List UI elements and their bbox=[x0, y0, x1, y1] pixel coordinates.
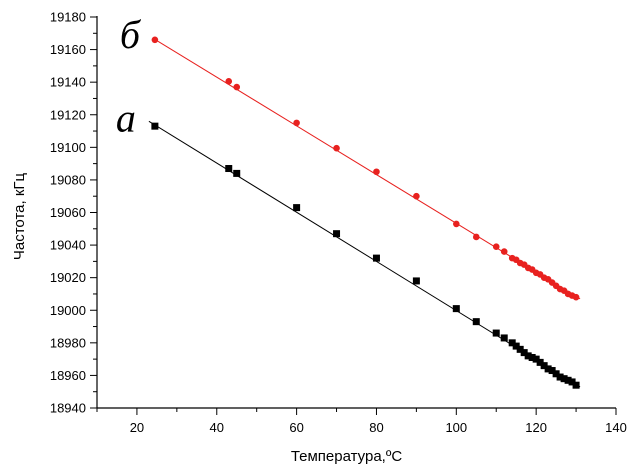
y-tick-label: 19180 bbox=[50, 10, 86, 25]
data-point bbox=[520, 349, 528, 357]
data-point bbox=[233, 83, 241, 91]
data-point bbox=[524, 352, 532, 360]
data-point bbox=[540, 362, 548, 370]
data-point bbox=[500, 334, 508, 342]
x-tick-label: 100 bbox=[445, 420, 467, 435]
x-tick-label: 40 bbox=[210, 420, 224, 435]
data-point bbox=[516, 345, 524, 353]
data-point bbox=[472, 233, 480, 241]
x-ticks: 20 40 60 80 100 120 140 bbox=[96, 408, 627, 435]
data-point bbox=[233, 169, 241, 177]
y-ticks: 18940 18960 18980 19000 19020 19040 19060 19080… bbox=[50, 10, 97, 416]
series-labels: ба bbox=[116, 12, 142, 140]
fit-lines bbox=[148, 37, 581, 388]
x-axis-title: Температура,ºC bbox=[291, 448, 402, 465]
data-point bbox=[293, 119, 300, 127]
y-tick-label: 18980 bbox=[50, 335, 86, 350]
y-tick-label: 19000 bbox=[50, 303, 86, 318]
data-point bbox=[225, 78, 233, 85]
x-tick-label: 80 bbox=[369, 420, 383, 435]
x-tick-label: 120 bbox=[525, 420, 547, 435]
data-point bbox=[512, 342, 520, 350]
data-point bbox=[492, 243, 500, 251]
y-tick-label: 18960 bbox=[50, 368, 86, 383]
data-point bbox=[372, 254, 380, 262]
data-point bbox=[373, 168, 380, 176]
data-point bbox=[560, 375, 568, 383]
data-point bbox=[564, 376, 572, 384]
data-point bbox=[556, 373, 564, 381]
data-point bbox=[548, 367, 556, 375]
data-point bbox=[572, 293, 580, 301]
y-tick-label: 18940 bbox=[50, 401, 86, 416]
x-tick-label: 60 bbox=[289, 420, 303, 435]
y-tick-label: 19060 bbox=[50, 205, 86, 220]
data-point bbox=[293, 204, 301, 212]
data-point bbox=[552, 370, 560, 378]
data-point bbox=[333, 144, 340, 152]
y-tick-label: 19140 bbox=[50, 75, 86, 90]
y-tick-label: 19160 bbox=[50, 42, 86, 57]
data-point bbox=[544, 365, 552, 373]
data-point bbox=[225, 165, 233, 173]
data-point bbox=[508, 339, 516, 347]
y-tick-label: 19020 bbox=[50, 270, 86, 285]
y-tick-label: 19080 bbox=[50, 172, 86, 187]
data-point bbox=[572, 381, 580, 389]
data-point bbox=[412, 277, 420, 285]
data-point bbox=[472, 318, 480, 326]
axes bbox=[96, 16, 616, 409]
series-label: б bbox=[120, 12, 142, 57]
data-point bbox=[500, 248, 508, 255]
data-point bbox=[333, 230, 341, 238]
data-point bbox=[528, 353, 536, 361]
data-point bbox=[452, 305, 460, 313]
data-point bbox=[536, 358, 544, 366]
data-point bbox=[151, 122, 159, 130]
data-point bbox=[492, 329, 500, 337]
fit-line bbox=[152, 37, 581, 300]
x-tick-label: 20 bbox=[130, 420, 144, 435]
y-tick-label: 19100 bbox=[50, 140, 86, 155]
data-point bbox=[568, 378, 576, 386]
y-axis-title: Частота, кГц bbox=[11, 172, 28, 260]
data-point bbox=[413, 192, 420, 200]
data-point bbox=[151, 36, 159, 44]
y-tick-label: 19120 bbox=[50, 107, 86, 122]
data-points bbox=[151, 36, 580, 389]
data-point bbox=[453, 220, 460, 228]
y-tick-label: 19040 bbox=[50, 238, 86, 253]
data-point bbox=[532, 355, 540, 363]
fit-line bbox=[148, 120, 581, 388]
x-tick-label: 140 bbox=[605, 420, 627, 435]
series-label: а bbox=[116, 95, 136, 140]
